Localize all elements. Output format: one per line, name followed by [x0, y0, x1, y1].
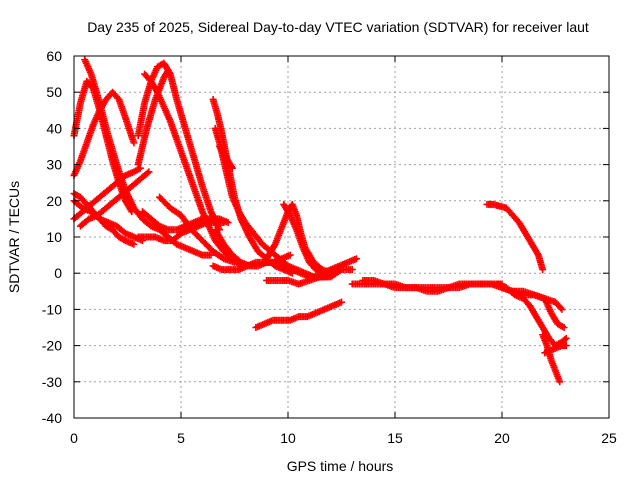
data-point	[228, 163, 236, 171]
series-arc25	[483, 200, 547, 274]
series-arc29	[541, 342, 570, 357]
x-tick-label: 20	[494, 430, 510, 446]
data-point	[558, 305, 566, 313]
data-point	[352, 255, 360, 263]
x-tick-label: 10	[280, 430, 296, 446]
series-arc27	[498, 284, 568, 331]
series-arc16	[216, 143, 236, 172]
y-tick-label: 0	[54, 265, 62, 281]
data-point	[130, 240, 138, 248]
data-point	[560, 324, 568, 331]
y-tick-label: -20	[42, 338, 62, 354]
data-point	[562, 342, 570, 350]
y-tick-label: 30	[46, 157, 62, 173]
data-point	[207, 251, 215, 259]
chart-title: Day 235 of 2025, Sidereal Day-to-day VTE…	[87, 19, 589, 35]
x-tick-label: 5	[177, 430, 185, 446]
x-tick-label: 15	[387, 430, 403, 446]
y-tick-label: 50	[46, 84, 62, 100]
y-tick-label: -30	[42, 374, 62, 390]
series-arc22	[252, 298, 345, 331]
data-point	[164, 66, 172, 74]
x-tick-label: 0	[70, 430, 78, 446]
y-tick-label: 40	[46, 120, 62, 136]
series-arc2	[70, 88, 138, 179]
data-point	[220, 219, 228, 227]
data-point	[348, 266, 356, 274]
grid	[74, 56, 609, 418]
data-point	[338, 298, 345, 306]
y-tick-label: 60	[46, 48, 62, 64]
data-point	[557, 304, 565, 312]
axis-ticks: 0 5 10 15 20 25 -40 -30 -20 -10 0 10 20 30 40 50 60	[42, 48, 617, 446]
series-arc18	[209, 251, 294, 274]
data-point	[143, 169, 151, 177]
series-arc20	[280, 200, 360, 277]
data-point	[539, 266, 547, 274]
data-point	[145, 168, 153, 176]
y-tick-label: 20	[46, 193, 62, 209]
data-point	[138, 237, 146, 245]
data-point	[561, 336, 569, 344]
data-point	[136, 164, 144, 172]
y-tick-label: -40	[42, 410, 62, 426]
data-point	[228, 164, 236, 172]
series-arc6	[70, 164, 144, 223]
data-point	[336, 267, 344, 275]
series-arc13	[156, 193, 238, 266]
data-point	[130, 139, 138, 147]
x-tick-label: 25	[601, 430, 617, 446]
series-arc7	[76, 168, 153, 230]
series-arc3	[81, 56, 215, 259]
series-arc10	[134, 66, 172, 169]
data-point	[562, 334, 570, 342]
y-tick-label: 10	[46, 229, 62, 245]
data-point	[556, 378, 564, 386]
series-arc21	[263, 266, 356, 288]
x-axis-label: GPS time / hours	[287, 458, 394, 474]
y-tick-label: -10	[42, 301, 62, 317]
data-points	[70, 56, 570, 386]
data-point	[163, 68, 171, 76]
data-point	[286, 251, 294, 259]
y-axis-label: SDTVAR / TECUs	[6, 181, 22, 293]
